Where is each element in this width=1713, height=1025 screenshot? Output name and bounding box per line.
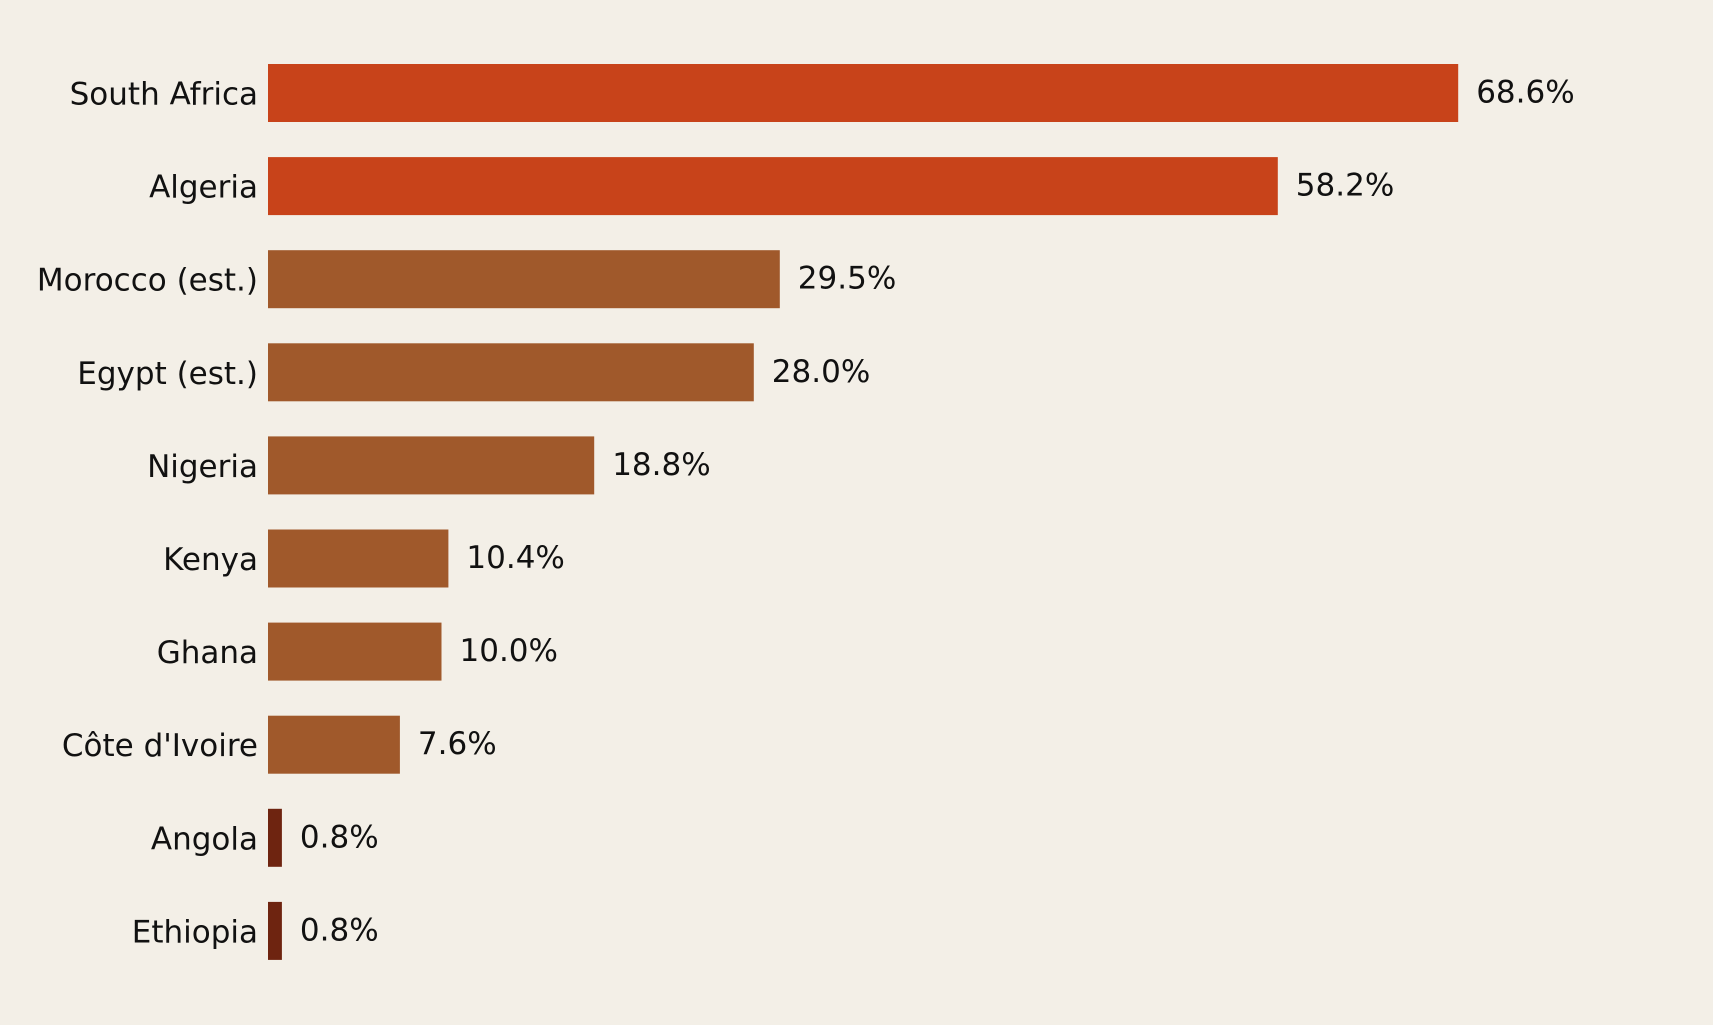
bar-ethiopia — [268, 901, 282, 960]
bar-morocco-est — [268, 250, 780, 309]
value-label-ethiopia: 0.8% — [300, 912, 379, 948]
bar-south-africa — [268, 64, 1459, 122]
category-label-morocco-est: Morocco (est.) — [37, 263, 258, 299]
category-labels-group: South Africa Algeria Morocco (est.) Egypt (… — [37, 77, 258, 951]
category-label-algeria: Algeria — [149, 170, 258, 206]
bar-egypt-est — [268, 343, 754, 402]
bar-algeria — [268, 157, 1278, 216]
category-label-egypt-est: Egypt (est.) — [77, 356, 258, 392]
category-label-south-africa: South Africa — [70, 77, 258, 113]
bars-group — [268, 64, 1459, 960]
value-label-angola: 0.8% — [300, 819, 379, 855]
value-label-algeria: 58.2% — [1296, 168, 1394, 204]
value-labels-group: 68.6% 58.2% 29.5% 28.0% 18.8% 10.4% 10.0% 7.6% 0… — [300, 75, 1575, 949]
bar-nigeria — [268, 436, 595, 495]
category-label-cote-d-ivoire: Côte d'Ivoire — [62, 728, 258, 764]
category-label-kenya: Kenya — [163, 542, 258, 578]
value-label-south-africa: 68.6% — [1476, 75, 1574, 111]
category-label-nigeria: Nigeria — [147, 449, 258, 485]
bar-ghana — [268, 622, 442, 681]
value-label-nigeria: 18.8% — [612, 447, 710, 483]
bar-kenya — [268, 529, 449, 588]
value-label-morocco-est: 29.5% — [798, 261, 896, 297]
value-label-cote-d-ivoire: 7.6% — [418, 726, 497, 762]
category-label-angola: Angola — [151, 821, 258, 857]
value-label-kenya: 10.4% — [466, 540, 564, 576]
bar-angola — [268, 808, 282, 867]
bar-cote-d-ivoire — [268, 715, 400, 774]
value-label-ghana: 10.0% — [460, 633, 558, 669]
category-label-ghana: Ghana — [157, 635, 258, 671]
category-label-ethiopia: Ethiopia — [132, 914, 258, 950]
value-label-egypt-est: 28.0% — [772, 354, 870, 390]
